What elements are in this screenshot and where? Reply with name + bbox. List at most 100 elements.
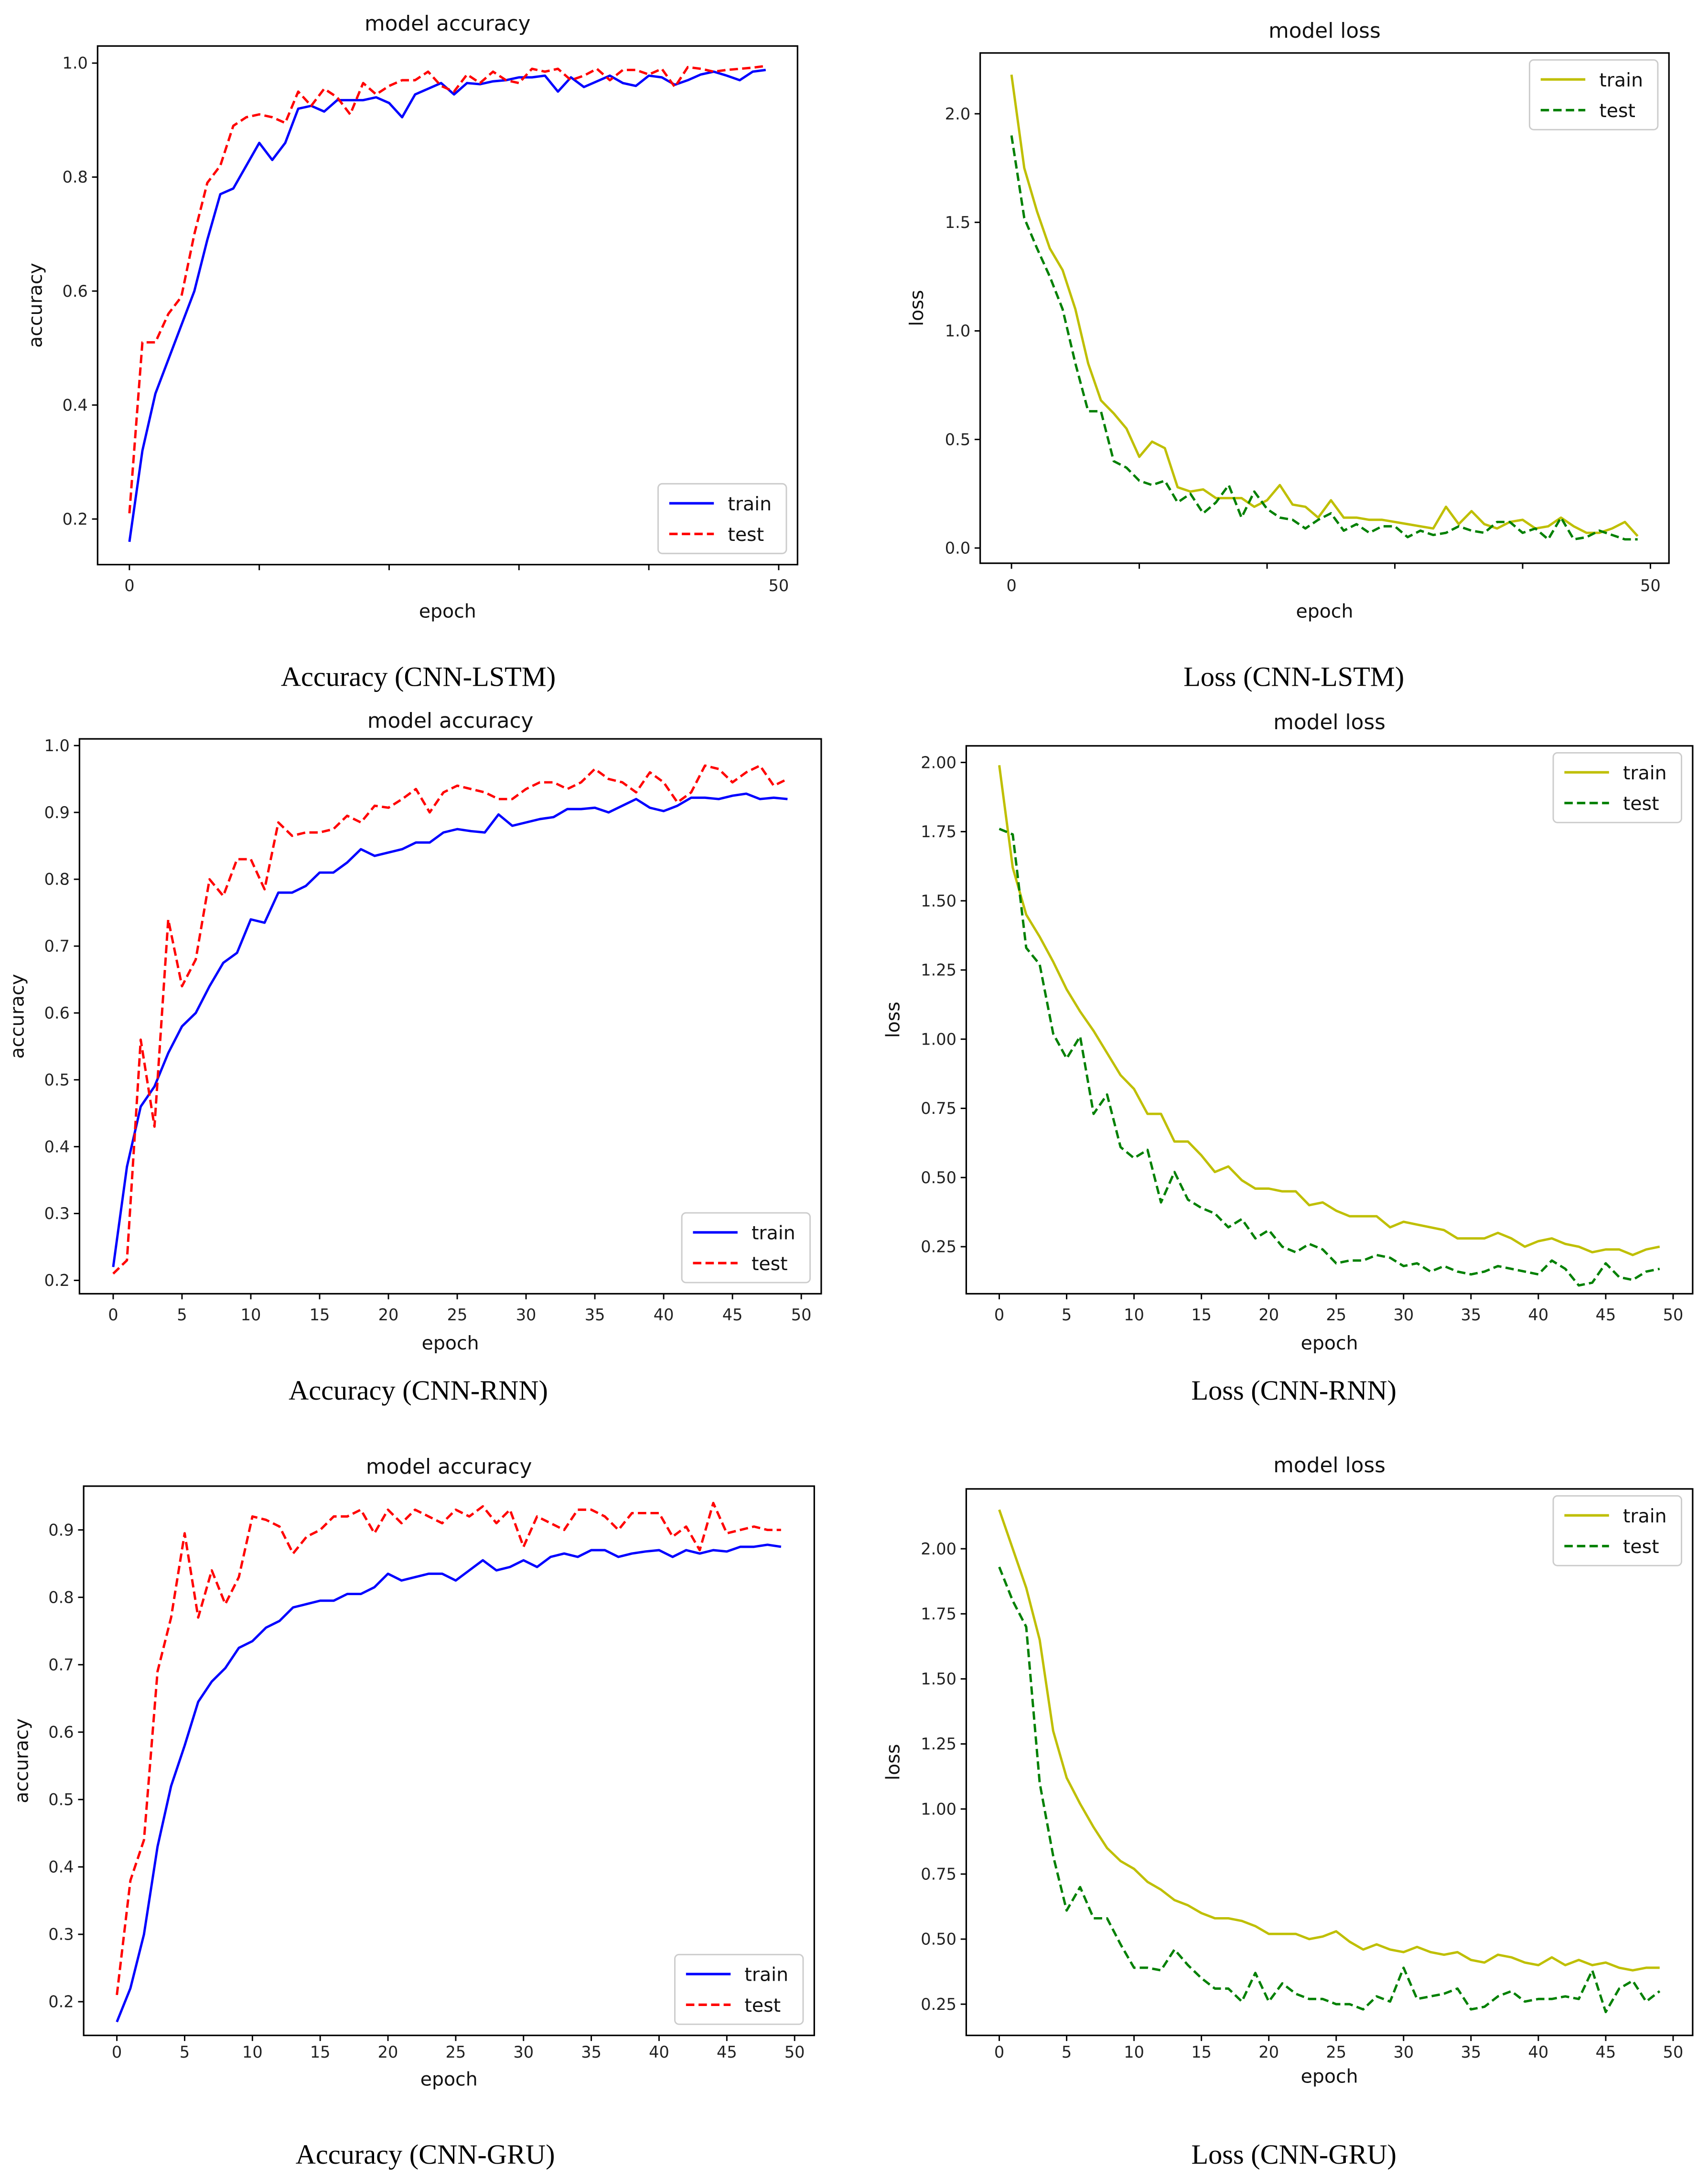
x-tick-label: 25 xyxy=(447,1305,468,1324)
y-tick-label: 0.6 xyxy=(44,1004,70,1023)
x-tick-label: 50 xyxy=(769,576,789,595)
legend: train test xyxy=(1528,59,1659,130)
y-tick-label: 0.6 xyxy=(62,282,87,301)
y-axis-label: loss xyxy=(906,290,928,326)
y-tick-label: 0.4 xyxy=(44,1137,70,1156)
chart-4: model accuracy 0 5 10 15 20 25 30 35 40 45 50 0.2 0.3… xyxy=(11,1455,815,2170)
y-tick-label: 0.5 xyxy=(48,1791,74,1809)
x-tick-label: 15 xyxy=(1191,2043,1212,2061)
y-tick-label: 1.25 xyxy=(921,1735,956,1753)
figure-caption: Accuracy (CNN-LSTM) xyxy=(281,661,556,692)
x-tick-label: 15 xyxy=(310,1305,330,1324)
series-line-test xyxy=(128,65,766,514)
x-tick-label: 30 xyxy=(513,2043,534,2061)
figure-caption: Accuracy (CNN-GRU) xyxy=(296,2139,555,2170)
x-tick-label: 45 xyxy=(722,1305,743,1324)
series-line-train xyxy=(1010,74,1639,537)
series-line-test xyxy=(112,764,788,1275)
y-tick-label: 0.25 xyxy=(921,1238,956,1256)
x-tick-label: 35 xyxy=(581,2043,602,2061)
legend-label: test xyxy=(752,1253,788,1275)
y-tick-label: 2.00 xyxy=(921,753,956,772)
x-tick-label: 10 xyxy=(242,2043,263,2061)
x-tick-label: 5 xyxy=(180,2043,190,2061)
series-line-train xyxy=(116,1543,782,2023)
y-tick-label: 1.00 xyxy=(921,1030,956,1048)
y-tick-label: 0.8 xyxy=(48,1588,74,1607)
x-tick-label: 25 xyxy=(1326,1305,1346,1324)
y-tick-label: 1.0 xyxy=(62,54,87,73)
plot-area xyxy=(979,52,1670,564)
x-tick-label: 20 xyxy=(1258,2043,1279,2061)
y-tick-label: 0.75 xyxy=(921,1865,956,1884)
figure-caption: Loss (CNN-RNN) xyxy=(1191,1375,1396,1406)
figure-caption: Accuracy (CNN-RNN) xyxy=(289,1375,548,1406)
x-tick-label: 35 xyxy=(585,1305,605,1324)
chart-title: model loss xyxy=(1273,1453,1386,1478)
legend: train test xyxy=(657,483,787,554)
legend-box xyxy=(674,1953,804,2025)
y-tick-label: 0.50 xyxy=(921,1930,956,1949)
chart-0: model accuracy 0 50 0.2 0.4 0.6 0.8 1.0 epoch acc… xyxy=(25,11,798,692)
y-tick-label: 0.4 xyxy=(62,396,87,414)
x-tick-label: 50 xyxy=(1663,2043,1684,2061)
y-axis-label: loss xyxy=(882,1002,904,1038)
chart-5: model loss 0 5 10 15 20 25 30 35 40 45 50 0.25 0.50 0.… xyxy=(882,1453,1694,2170)
y-tick-label: 1.00 xyxy=(921,1800,956,1818)
chart-2: model accuracy 0 5 10 15 20 25 30 35 40 45 50 0.2 0.3… xyxy=(7,709,822,1406)
legend-label: train xyxy=(1599,69,1643,91)
figure-caption: Loss (CNN-GRU) xyxy=(1191,2139,1396,2170)
y-tick-label: 1.25 xyxy=(921,961,956,980)
x-tick-label: 50 xyxy=(784,2043,805,2061)
y-tick-label: 1.50 xyxy=(921,1670,956,1688)
y-axis-label: loss xyxy=(882,1744,904,1780)
y-tick-label: 2.0 xyxy=(945,105,970,123)
y-tick-label: 0.5 xyxy=(945,430,970,449)
y-tick-label: 1.50 xyxy=(921,892,956,910)
x-tick-label: 15 xyxy=(1191,1305,1212,1324)
chart-title: model accuracy xyxy=(366,1455,532,1479)
y-tick-label: 0.6 xyxy=(48,1723,74,1741)
plot-area xyxy=(97,45,798,566)
series-line-train xyxy=(998,1509,1660,1972)
plot-area xyxy=(83,1485,815,2037)
legend-label: train xyxy=(1623,762,1667,784)
x-axis-label: epoch xyxy=(1301,1332,1358,1354)
x-tick-label: 30 xyxy=(1393,2043,1414,2061)
figure-caption: Loss (CNN-LSTM) xyxy=(1183,661,1404,692)
legend: train test xyxy=(1552,1495,1683,1566)
x-tick-label: 10 xyxy=(1124,1305,1144,1324)
x-tick-label: 30 xyxy=(1393,1305,1414,1324)
y-tick-label: 1.5 xyxy=(945,213,970,232)
x-axis-label: epoch xyxy=(1301,2066,1358,2088)
x-tick-label: 50 xyxy=(791,1305,812,1324)
legend-label: train xyxy=(728,493,772,515)
series-line-train xyxy=(112,792,788,1267)
y-tick-label: 0.2 xyxy=(44,1271,70,1290)
legend-box xyxy=(657,483,787,554)
x-tick-label: 0 xyxy=(994,2043,1004,2061)
chart-3: model loss 0 5 10 15 20 25 30 35 40 45 50 0.25 0.50 0.… xyxy=(882,710,1694,1406)
y-tick-label: 0.2 xyxy=(62,510,87,529)
y-tick-label: 0.9 xyxy=(48,1521,74,1539)
y-axis-label: accuracy xyxy=(7,974,29,1059)
y-tick-label: 0.3 xyxy=(48,1925,74,1944)
x-tick-label: 15 xyxy=(310,2043,331,2061)
chart-title: model loss xyxy=(1268,19,1381,43)
x-tick-label: 20 xyxy=(1258,1305,1279,1324)
x-tick-label: 30 xyxy=(516,1305,537,1324)
chart-title: model accuracy xyxy=(365,11,531,36)
legend-box xyxy=(1528,59,1659,130)
x-tick-label: 0 xyxy=(1006,576,1016,595)
x-tick-label: 50 xyxy=(1663,1305,1684,1324)
chart-title: model loss xyxy=(1273,710,1386,734)
x-tick-label: 45 xyxy=(717,2043,737,2061)
x-tick-label: 50 xyxy=(1640,576,1661,595)
legend-label: test xyxy=(728,524,764,546)
y-tick-label: 0.7 xyxy=(48,1655,74,1674)
x-tick-label: 45 xyxy=(1596,2043,1616,2061)
x-tick-label: 25 xyxy=(1326,2043,1346,2061)
x-tick-label: 5 xyxy=(1062,1305,1072,1324)
y-tick-label: 1.0 xyxy=(945,322,970,340)
